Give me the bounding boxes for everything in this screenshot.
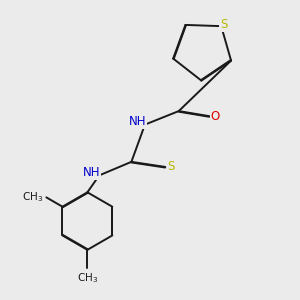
Text: S: S xyxy=(168,160,175,173)
Text: CH$_3$: CH$_3$ xyxy=(22,190,44,204)
Text: NH: NH xyxy=(129,116,146,128)
Text: S: S xyxy=(220,18,228,31)
Text: NH: NH xyxy=(83,166,100,179)
Text: CH$_3$: CH$_3$ xyxy=(77,271,98,285)
Text: O: O xyxy=(211,110,220,123)
